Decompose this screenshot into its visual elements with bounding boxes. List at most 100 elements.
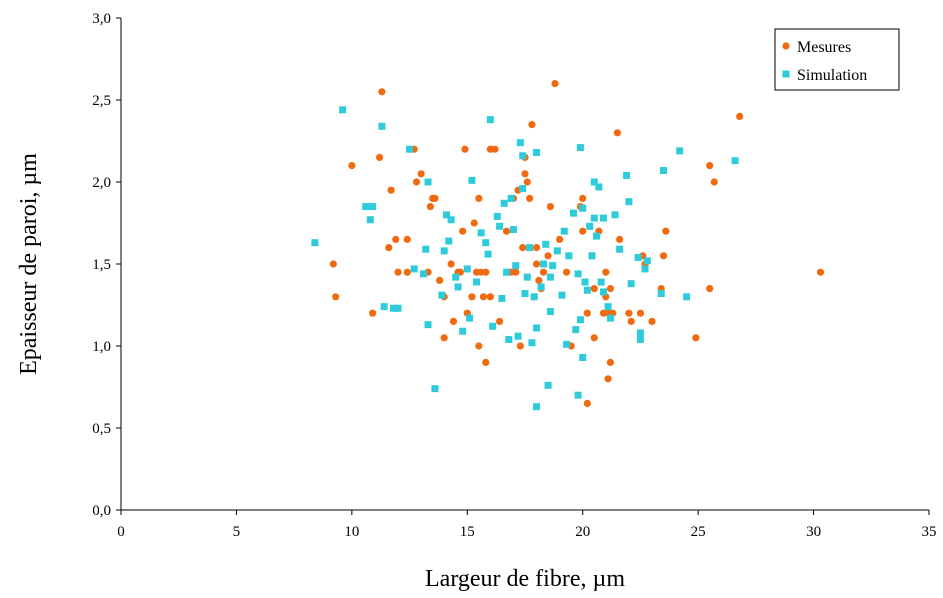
point-mesures <box>412 178 421 186</box>
point-simulation <box>406 145 414 153</box>
point-mesures <box>521 170 529 178</box>
x-axis-title: Largeur de fibre, µm <box>425 566 625 592</box>
point-simulation <box>569 209 577 217</box>
point-simulation <box>636 329 644 337</box>
point-mesures <box>385 244 393 252</box>
point-mesures <box>449 317 458 325</box>
point-simulation <box>369 203 377 211</box>
point-mesures <box>625 309 633 317</box>
point-simulation <box>514 332 522 340</box>
point-mesures <box>426 203 434 211</box>
point-mesures <box>606 358 615 366</box>
point-mesures <box>706 162 714 170</box>
point-mesures <box>491 145 499 153</box>
point-mesures <box>659 252 668 260</box>
point-simulation <box>503 268 511 276</box>
point-simulation <box>311 239 319 247</box>
point-simulation <box>468 176 476 184</box>
legend-marker-mesures <box>782 42 790 50</box>
point-simulation <box>533 148 541 156</box>
point-mesures <box>468 293 476 301</box>
point-simulation <box>466 314 474 322</box>
point-mesures <box>816 268 825 276</box>
x-tick-label: 30 <box>806 524 821 540</box>
point-mesures <box>378 88 386 96</box>
point-simulation <box>500 199 508 207</box>
point-simulation <box>599 288 607 296</box>
y-tick-label: 0,0 <box>92 503 111 519</box>
point-mesures <box>648 317 656 325</box>
legend: Mesures Simulation <box>774 28 900 91</box>
point-mesures <box>556 235 564 243</box>
point-simulation <box>636 335 644 343</box>
legend-label-simulation: Simulation <box>797 67 867 84</box>
point-simulation <box>590 178 598 186</box>
point-mesures <box>590 334 598 342</box>
point-simulation <box>463 265 471 273</box>
point-simulation <box>595 183 603 191</box>
point-mesures <box>502 227 511 235</box>
point-simulation <box>486 116 494 124</box>
point-simulation <box>516 139 524 147</box>
point-mesures <box>475 342 483 350</box>
x-tick-label: 35 <box>922 524 937 540</box>
point-simulation <box>419 270 427 278</box>
point-mesures <box>736 112 744 120</box>
point-mesures <box>394 268 402 276</box>
point-simulation <box>579 204 587 212</box>
point-simulation <box>530 293 538 301</box>
x-tick-label: 0 <box>117 524 125 540</box>
point-simulation <box>558 291 566 299</box>
point-simulation <box>339 106 347 114</box>
point-simulation <box>544 381 552 389</box>
point-simulation <box>507 194 515 202</box>
x-tick-label: 15 <box>460 524 475 540</box>
point-simulation <box>597 278 605 286</box>
point-mesures <box>329 260 337 268</box>
point-mesures <box>475 194 483 202</box>
point-simulation <box>560 227 568 235</box>
point-mesures <box>583 399 591 407</box>
point-simulation <box>440 247 448 255</box>
point-simulation <box>542 240 550 248</box>
point-mesures <box>546 203 554 211</box>
point-simulation <box>509 226 517 234</box>
point-mesures <box>692 334 700 342</box>
point-simulation <box>380 303 388 311</box>
point-simulation <box>445 237 453 245</box>
point-mesures <box>551 80 559 88</box>
point-simulation <box>447 216 455 224</box>
legend-marker-simulation <box>782 70 790 78</box>
point-simulation <box>482 239 490 247</box>
point-simulation <box>634 253 642 261</box>
point-mesures <box>375 153 384 161</box>
point-simulation <box>604 303 612 311</box>
point-simulation <box>539 260 547 268</box>
point-simulation <box>579 353 587 361</box>
point-simulation <box>546 308 554 316</box>
point-simulation <box>410 265 418 273</box>
point-simulation <box>599 214 607 222</box>
point-simulation <box>526 244 534 252</box>
y-tick-label: 3,0 <box>92 11 111 27</box>
point-simulation <box>583 286 591 294</box>
point-simulation <box>512 262 520 270</box>
point-mesures <box>417 170 425 178</box>
point-simulation <box>484 250 492 258</box>
point-mesures <box>496 317 504 325</box>
data-points <box>311 80 825 411</box>
point-mesures <box>613 129 621 137</box>
point-mesures <box>544 252 552 260</box>
point-simulation <box>498 294 506 302</box>
y-tick-label: 1,0 <box>92 339 111 355</box>
point-mesures <box>461 145 469 153</box>
y-tick-label: 1,5 <box>92 257 111 273</box>
point-simulation <box>366 216 374 224</box>
point-simulation <box>523 273 531 281</box>
point-simulation <box>431 385 439 393</box>
point-simulation <box>590 214 598 222</box>
point-simulation <box>378 122 386 130</box>
x-tick-label: 5 <box>233 524 241 540</box>
point-simulation <box>477 229 485 237</box>
